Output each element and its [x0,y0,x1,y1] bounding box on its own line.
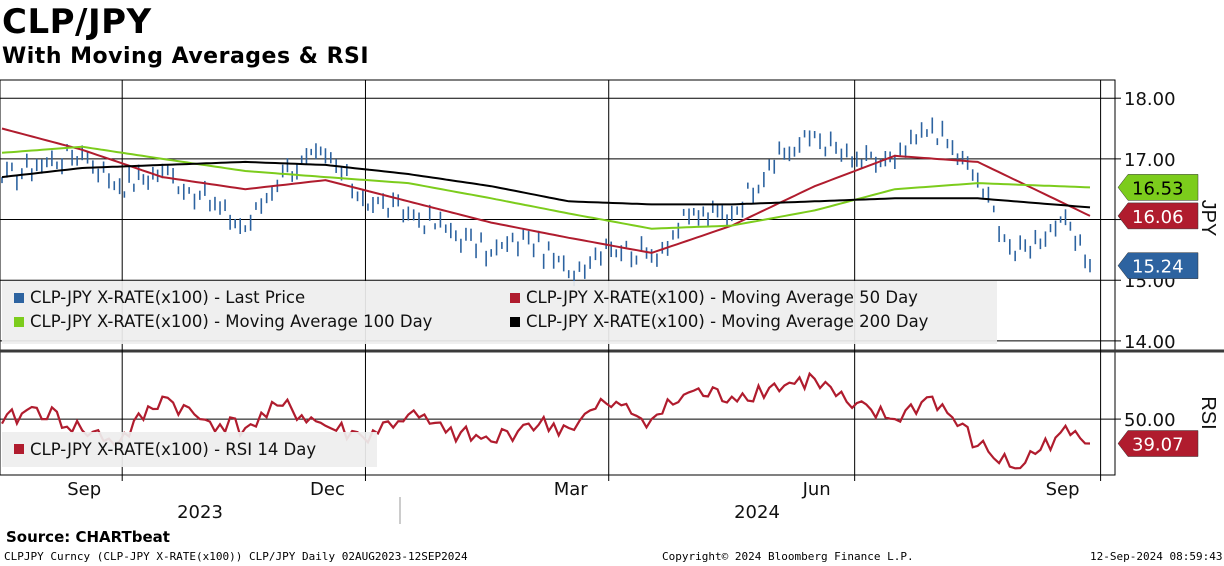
value-tags: 16.53 16.06 15.24 39.07 [1117,174,1199,457]
price-value-tag-0-label: 16.53 [1132,178,1184,199]
price-axis-label: JPY [1197,200,1219,237]
source-note: Source: CHARTbeat [6,528,170,546]
price-value-tag-2-label: 15.24 [1132,257,1184,278]
price-y-tick-label-4: 14.00 [1124,332,1176,353]
legend-label-3: CLP-JPY X-RATE(x100) - Moving Average 20… [526,312,929,331]
ma200-line [1,160,1091,209]
legend-swatch-0 [14,293,24,303]
legend-swatch-3 [510,317,520,327]
rsi-legend-swatch [14,444,24,454]
x-tick-label-3: Jun [802,479,831,500]
chart-subtitle: With Moving Averages & RSI [2,44,370,69]
security-line: CLPJPY Curncy (CLP-JPY X-RATE(x100)) CLP… [4,550,468,563]
legend-label-1: CLP-JPY X-RATE(x100) - Moving Average 50… [526,288,918,307]
x-axis-labels: Sep Dec Mar Jun Sep 2023 2024 [67,475,1102,524]
rsi-series-group [1,371,1091,470]
ma100-line [1,145,1091,230]
rsi-legend-label: CLP-JPY X-RATE(x100) - RSI 14 Day [30,440,316,459]
rsi-value-tag-0-label: 39.07 [1132,435,1184,456]
timestamp: 12-Sep-2024 08:59:43 [1090,550,1223,563]
rsi-value-tag-0-bg [1117,430,1199,457]
ma50-line [1,127,1091,254]
rsi-axis-label: RSI [1197,396,1219,429]
price-value-tag-1-label: 16.06 [1132,207,1184,228]
price-y-tick-label-0: 18.00 [1124,89,1176,110]
x-tick-label-1: Dec [310,479,345,500]
year-label-1: 2024 [734,502,780,523]
price-value-tag-1-bg [1117,202,1199,230]
legend-label-0: CLP-JPY X-RATE(x100) - Last Price [30,288,305,307]
legend-swatch-2 [14,317,24,327]
price-legend-box [2,281,997,344]
copyright-note: Copyright© 2024 Bloomberg Finance L.P. [662,550,914,563]
price-y-tick-label-1: 17.00 [1124,150,1176,171]
legend-swatch-1 [510,293,520,303]
rsi-line [1,371,1091,470]
price-series-group [1,117,1091,287]
year-label-0: 2023 [177,502,223,523]
x-tick-label-2: Mar [554,479,589,500]
price-value-tag-0-bg [1117,174,1199,201]
rsi-legend-box [2,432,377,467]
price-value-tag-2-bg [1117,252,1199,279]
x-tick-label-0: Sep [67,479,101,500]
legends: CLP-JPY X-RATE(x100) - Last Price CLP-JPY… [2,281,997,467]
x-tick-label-4: Sep [1046,479,1080,500]
rsi-y-tick-label-0: 50.00 [1124,410,1176,431]
legend-label-2: CLP-JPY X-RATE(x100) - Moving Average 10… [30,312,433,331]
chart-title: CLP/JPY [2,2,152,42]
